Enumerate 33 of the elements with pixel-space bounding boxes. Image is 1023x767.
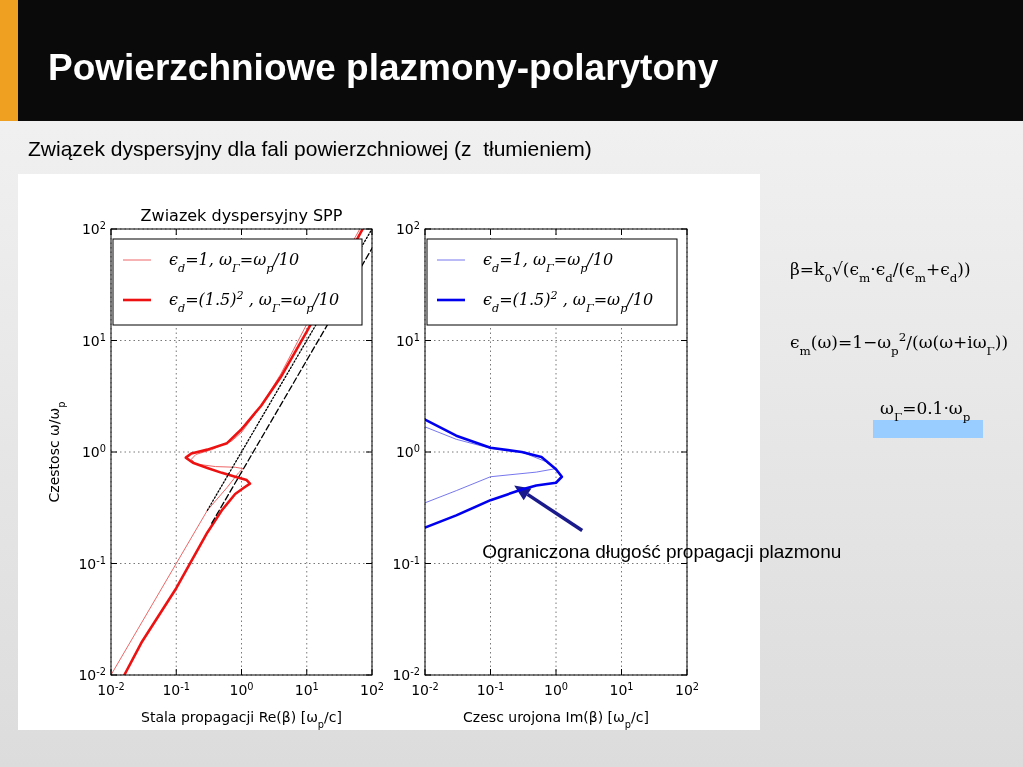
text: Związek dyspersyjny dla fali powierzchniowej (z tłumieniem) — [28, 137, 592, 160]
y-tick-label: 10$^{-2}$ — [392, 665, 420, 683]
x-axis-title: Stala propagacji Re(β) [ω$_{p}$/c] — [141, 709, 342, 730]
y-tick-label: 10$^{0}$ — [81, 442, 106, 460]
text: ϵ$_{m}$(ω)=1−ω$_{p}$$^{2}$/(ω(ω+iω$_{Γ}$)) — [790, 330, 1009, 358]
legend-label: ϵ$_{d}$=1, ω$_{Γ}$=ω$_{p}$/10 — [483, 250, 614, 275]
y-tick-label: 10$^{-1}$ — [392, 554, 420, 572]
legend-label: ϵ$_{d}$=1, ω$_{Γ}$=ω$_{p}$/10 — [169, 250, 300, 275]
x-tick-label: 10$^{-2}$ — [411, 680, 439, 698]
x-tick-label: 10$^{1}$ — [294, 680, 319, 698]
text: ϵ$_{d}$=(1.5)$^{2}$ , ω$_{Γ}$=ω$_{p}$/10 — [169, 288, 340, 315]
y-tick-label: 10$^{1}$ — [81, 331, 106, 349]
x-tick-label: 10$^{1}$ — [609, 680, 634, 698]
text: Powierzchniowe plazmony-polarytony — [48, 47, 719, 88]
text: β=k$_{0}$√(ϵ$_{m}$·ϵ$_{d}$/(ϵ$_{m}$+ϵ$_{d}$)) — [790, 259, 971, 285]
x-tick-label: 10$^{2}$ — [359, 680, 385, 698]
x-tick-label: 10$^{-2}$ — [97, 680, 125, 698]
y-tick-label: 10$^{2}$ — [81, 219, 106, 237]
y-tick-label: 10$^{1}$ — [395, 331, 420, 349]
x-axis-title: Czesc urojona Im(β) [ω$_{p}$/c] — [463, 709, 649, 730]
y-tick-label: 10$^{0}$ — [395, 442, 420, 460]
x-tick-label: 10$^{-1}$ — [476, 680, 505, 698]
x-tick-label: 10$^{2}$ — [674, 680, 700, 698]
y-tick-label: 10$^{-1}$ — [78, 554, 106, 572]
y-tick-label: 10$^{2}$ — [395, 219, 420, 237]
chart-title: Zwiazek dyspersyjny SPP — [140, 206, 343, 225]
x-tick-label: 10$^{0}$ — [543, 680, 569, 698]
x-tick-label: 10$^{-1}$ — [162, 680, 191, 698]
text: ϵ$_{d}$=(1.5)$^{2}$ , ω$_{Γ}$=ω$_{p}$/10 — [483, 288, 654, 315]
annotation: Ograniczona długość propagacji plazmonu — [482, 540, 842, 562]
x-tick-label: 10$^{0}$ — [229, 680, 254, 698]
text: ω$_{Γ}$=0.1·ω$_{p}$ — [880, 398, 971, 424]
y-tick-label: 10$^{-2}$ — [78, 665, 106, 683]
